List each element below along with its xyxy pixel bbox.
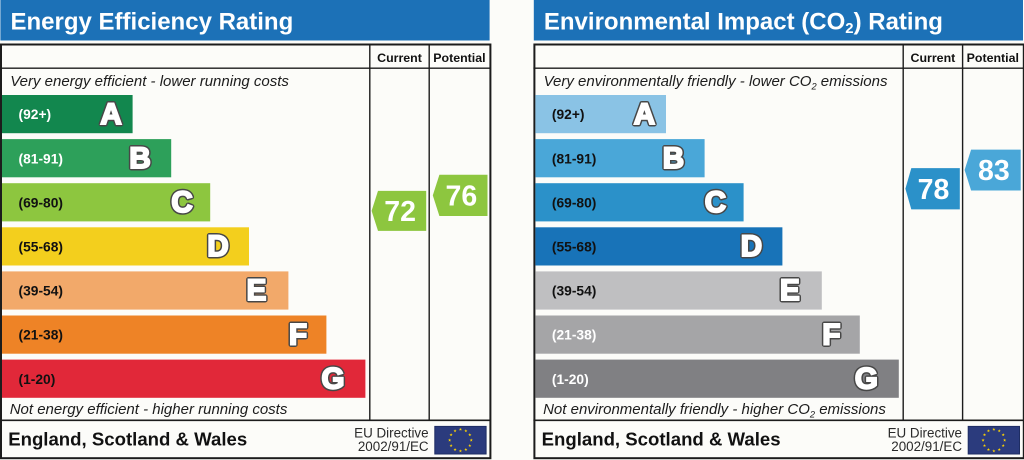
svg-text:D: D — [207, 230, 228, 263]
svg-text:A: A — [100, 98, 121, 131]
svg-text:E: E — [780, 274, 800, 307]
svg-text:(39-54): (39-54) — [19, 284, 63, 299]
svg-text:C: C — [171, 186, 192, 219]
svg-text:(69-80): (69-80) — [552, 195, 596, 210]
svg-text:G: G — [322, 362, 345, 395]
svg-text:Very environmentally friendly: Very environmentally friendly - lower CO… — [544, 73, 888, 92]
svg-text:(69-80): (69-80) — [19, 195, 63, 210]
svg-text:Current: Current — [377, 51, 422, 65]
svg-text:F: F — [822, 318, 840, 351]
svg-text:(21-38): (21-38) — [552, 328, 596, 343]
svg-text:Environmental Impact (CO2) Rat: Environmental Impact (CO2) Rating — [544, 9, 943, 37]
svg-text:78: 78 — [918, 174, 950, 206]
svg-text:2002/91/EC: 2002/91/EC — [358, 439, 429, 454]
svg-text:2002/91/EC: 2002/91/EC — [891, 439, 962, 454]
svg-text:F: F — [822, 318, 840, 351]
svg-text:(81-91): (81-91) — [19, 151, 63, 166]
svg-text:C: C — [171, 186, 192, 219]
svg-text:(81-91): (81-91) — [552, 151, 596, 166]
svg-text:A: A — [634, 98, 655, 131]
svg-text:EU Directive: EU Directive — [888, 426, 962, 441]
svg-text:A: A — [100, 98, 121, 131]
svg-text:E: E — [780, 274, 800, 307]
svg-text:(92+): (92+) — [552, 107, 585, 122]
svg-text:D: D — [741, 230, 762, 263]
svg-text:(55-68): (55-68) — [552, 240, 596, 255]
svg-text:G: G — [855, 362, 878, 395]
svg-text:B: B — [129, 142, 150, 175]
svg-text:B: B — [129, 142, 150, 175]
svg-text:EU Directive: EU Directive — [354, 426, 428, 441]
svg-text:72: 72 — [384, 196, 416, 228]
svg-text:Potential: Potential — [967, 51, 1019, 65]
svg-text:83: 83 — [978, 155, 1010, 187]
svg-text:Very energy efficient - lower: Very energy efficient - lower running co… — [10, 73, 289, 90]
svg-text:D: D — [741, 230, 762, 263]
svg-text:Potential: Potential — [433, 51, 485, 65]
svg-text:G: G — [322, 362, 345, 395]
svg-text:England, Scotland & Wales: England, Scotland & Wales — [8, 428, 247, 449]
svg-text:E: E — [247, 274, 267, 307]
svg-text:F: F — [289, 318, 307, 351]
svg-text:F: F — [289, 318, 307, 351]
svg-text:(1-20): (1-20) — [552, 372, 589, 387]
svg-text:B: B — [663, 142, 684, 175]
svg-text:C: C — [705, 186, 726, 219]
svg-text:A: A — [634, 98, 655, 131]
svg-text:(1-20): (1-20) — [19, 372, 56, 387]
svg-text:(39-54): (39-54) — [552, 284, 596, 299]
svg-text:(21-38): (21-38) — [19, 328, 63, 343]
svg-text:B: B — [663, 142, 684, 175]
svg-text:England, Scotland & Wales: England, Scotland & Wales — [542, 428, 781, 449]
svg-text:Energy Efficiency Rating: Energy Efficiency Rating — [11, 9, 294, 36]
svg-text:D: D — [207, 230, 228, 263]
svg-text:E: E — [247, 274, 267, 307]
svg-text:76: 76 — [446, 180, 478, 212]
svg-text:Not energy efficient - higher: Not energy efficient - higher running co… — [10, 401, 288, 418]
svg-text:Current: Current — [911, 51, 956, 65]
svg-text:(55-68): (55-68) — [19, 240, 63, 255]
svg-text:G: G — [855, 362, 878, 395]
svg-text:C: C — [705, 186, 726, 219]
svg-text:(92+): (92+) — [19, 107, 52, 122]
svg-text:Not environmentally friendly -: Not environmentally friendly - higher CO… — [543, 401, 886, 420]
